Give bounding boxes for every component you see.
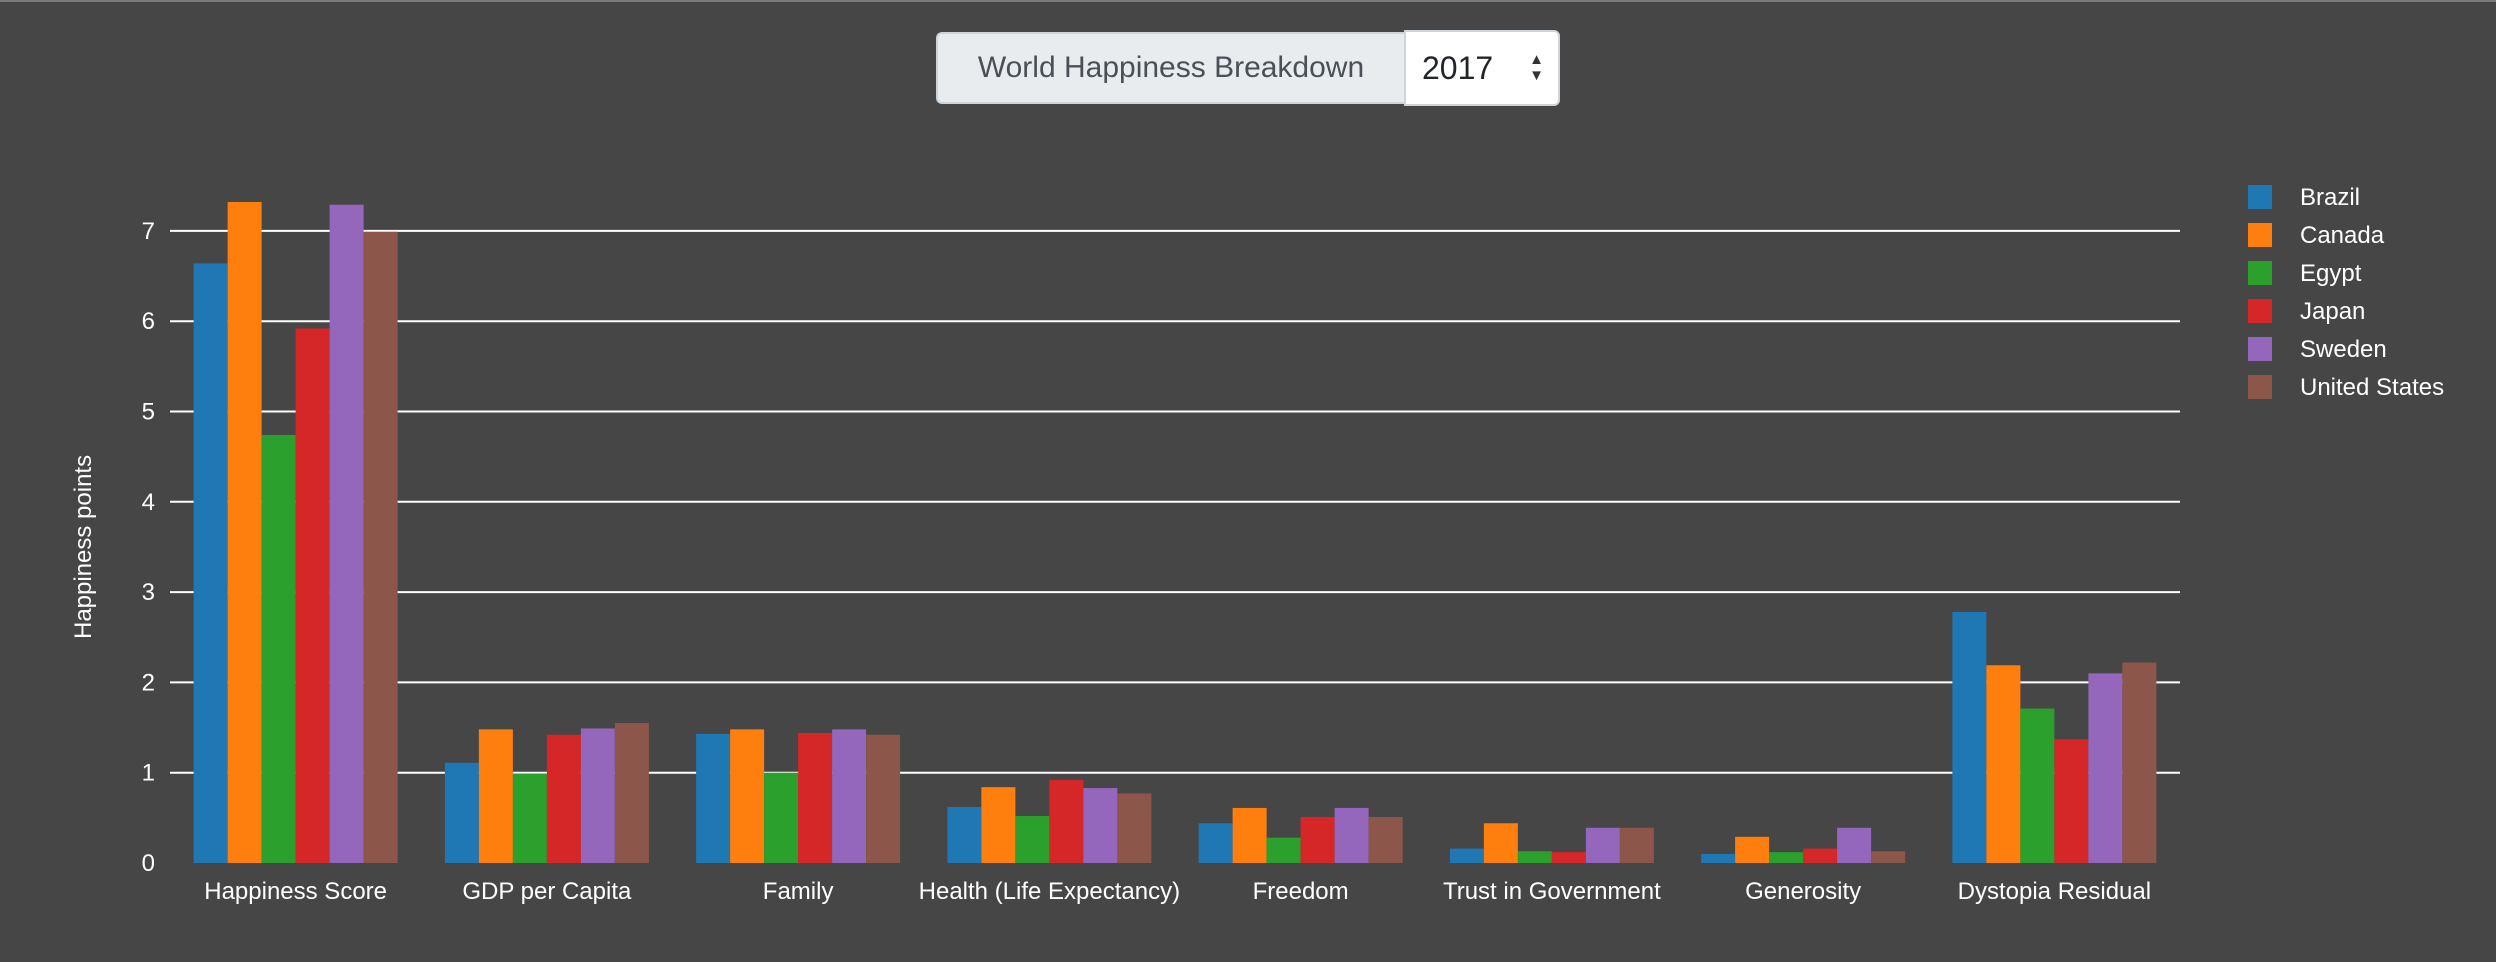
- bar-japan: [1551, 852, 1586, 863]
- bar-brazil: [1701, 853, 1736, 863]
- bar-united-states: [614, 723, 649, 863]
- bar-brazil: [696, 733, 731, 863]
- bar-brazil: [947, 807, 982, 863]
- year-select-value: 2017: [1422, 49, 1494, 86]
- y-tick-label: 7: [142, 218, 155, 245]
- top-border: [0, 0, 2496, 2]
- bar-brazil: [1952, 611, 1987, 863]
- bar-egypt: [1015, 816, 1050, 863]
- bar-brazil: [1449, 848, 1484, 863]
- bar-japan: [1049, 779, 1084, 863]
- x-tick-label: Health (Life Expectancy): [919, 878, 1180, 905]
- up-arrow-icon: ▲: [1529, 51, 1544, 68]
- bar-egypt: [261, 434, 296, 863]
- chart-title-label: World Happiness Breakdown: [936, 32, 1404, 104]
- legend-swatch: [2248, 337, 2272, 361]
- legend-label: United States: [2300, 374, 2444, 401]
- legend-swatch: [2248, 375, 2272, 399]
- year-select[interactable]: 2017 ▲ ▼: [1404, 30, 1560, 106]
- bar-brazil: [193, 263, 228, 864]
- select-arrows-icon: ▲ ▼: [1529, 52, 1544, 84]
- bar-japan: [1803, 848, 1838, 863]
- bar-canada: [1483, 823, 1518, 863]
- legend-label: Egypt: [2300, 260, 2362, 287]
- bar-sweden: [1083, 788, 1118, 863]
- bar-united-states: [1871, 851, 1906, 863]
- bar-canada: [1986, 665, 2021, 863]
- bar-egypt: [1769, 852, 1804, 863]
- bar-brazil: [444, 762, 479, 863]
- bar-egypt: [2020, 708, 2055, 863]
- down-arrow-icon: ▼: [1529, 67, 1544, 84]
- bar-canada: [730, 729, 765, 863]
- y-tick-label: 6: [142, 308, 155, 335]
- x-tick-label: GDP per Capita: [462, 878, 632, 905]
- legend-label: Brazil: [2300, 184, 2360, 211]
- legend-label: Japan: [2300, 298, 2365, 325]
- bar-sweden: [580, 728, 615, 863]
- legend-swatch: [2248, 185, 2272, 209]
- bar-egypt: [1266, 837, 1301, 863]
- bar-united-states: [1619, 827, 1654, 863]
- x-tick-label: Freedom: [1253, 878, 1349, 905]
- bar-canada: [981, 787, 1016, 863]
- legend-label: Canada: [2300, 222, 2385, 249]
- bar-canada: [227, 202, 262, 863]
- bar-united-states: [363, 231, 398, 864]
- bar-japan: [2054, 739, 2089, 863]
- y-tick-label: 4: [142, 489, 155, 516]
- bar-sweden: [2088, 673, 2123, 863]
- x-tick-label: Happiness Score: [204, 878, 387, 905]
- bar-united-states: [1368, 816, 1403, 863]
- bar-sweden: [329, 204, 364, 863]
- legend-label: Sweden: [2300, 336, 2387, 363]
- bar-united-states: [2122, 662, 2157, 863]
- bar-united-states: [1117, 793, 1152, 863]
- bar-egypt: [764, 772, 799, 863]
- bar-egypt: [512, 773, 547, 863]
- bar-egypt: [1517, 851, 1552, 863]
- bar-united-states: [866, 734, 901, 863]
- bar-japan: [546, 734, 581, 863]
- legend-swatch: [2248, 261, 2272, 285]
- y-tick-label: 1: [142, 760, 155, 787]
- y-axis-title: Happiness points: [70, 455, 97, 639]
- bar-japan: [1300, 816, 1335, 863]
- bar-brazil: [1198, 823, 1233, 863]
- y-tick-label: 2: [142, 669, 155, 696]
- bar-canada: [478, 729, 513, 863]
- y-tick-label: 3: [142, 579, 155, 606]
- bar-sweden: [832, 729, 867, 863]
- bar-canada: [1232, 807, 1267, 863]
- x-tick-label: Trust in Government: [1443, 878, 1661, 905]
- bar-sweden: [1585, 827, 1620, 863]
- x-tick-label: Dystopia Residual: [1958, 878, 2151, 905]
- bar-japan: [798, 732, 833, 863]
- bar-japan: [295, 328, 330, 863]
- y-tick-label: 0: [142, 850, 155, 877]
- x-tick-label: Family: [763, 878, 834, 905]
- year-controls: World Happiness Breakdown 2017 ▲ ▼: [936, 30, 1560, 108]
- x-tick-label: Generosity: [1745, 878, 1861, 905]
- bar-sweden: [1334, 807, 1369, 863]
- bar-canada: [1735, 836, 1770, 863]
- bar-sweden: [1837, 827, 1872, 863]
- legend-swatch: [2248, 223, 2272, 247]
- y-tick-label: 5: [142, 399, 155, 426]
- legend-swatch: [2248, 299, 2272, 323]
